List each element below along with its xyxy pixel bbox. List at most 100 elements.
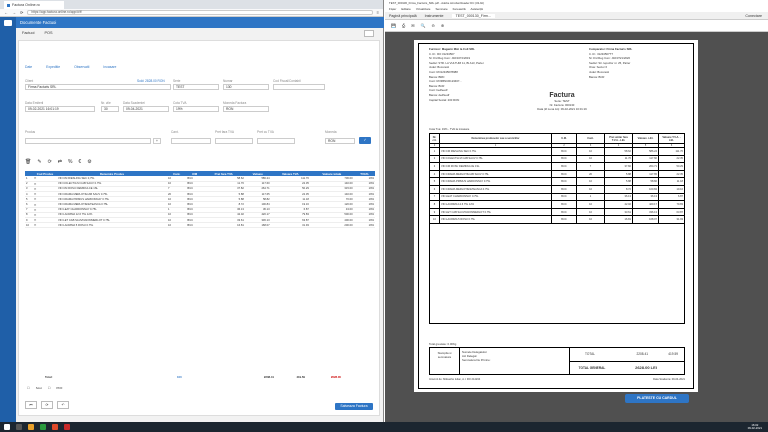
table-cell: 19% [353, 181, 375, 187]
logo-icon[interactable] [4, 20, 12, 26]
swap-icon[interactable]: ⇄ [57, 159, 62, 165]
euro-icon[interactable]: € [78, 159, 82, 165]
search-taskbar-icon[interactable] [16, 424, 22, 430]
serie-select[interactable]: TEST [173, 84, 219, 90]
address-field[interactable]: https://app.factura.online.ro/app/#/ff [27, 10, 373, 15]
invoice-cell: 5.88 [604, 177, 633, 186]
invoice-cell: 10 [576, 177, 605, 186]
row-checkbox[interactable]: ☐ [34, 177, 37, 181]
refresh-icon[interactable]: ⟳ [47, 159, 52, 165]
table-row[interactable]: 4 ☐ VIN CRAMA MERLOT&CAB SAUV 0.75L 20 BUC 5.… [25, 191, 375, 198]
produs-field[interactable] [25, 138, 151, 144]
whatsapp-icon[interactable] [40, 424, 46, 430]
undo-button[interactable]: ↶ [57, 401, 69, 409]
search-icon[interactable]: 🔍 [420, 23, 426, 28]
firefox-icon[interactable] [52, 424, 58, 430]
reload-icon[interactable]: ⟳ [20, 10, 24, 15]
data-field[interactable]: 09-02-2021 16:01:19 [25, 106, 95, 112]
forward-icon[interactable]: → [12, 10, 16, 15]
percent-icon[interactable]: % [67, 159, 73, 165]
scadenta-field[interactable]: 09-04-2021 [123, 106, 169, 112]
cod-field[interactable] [273, 84, 325, 90]
row-checkbox[interactable]: ☐ [34, 193, 37, 197]
check-button[interactable]: ✓ [359, 137, 371, 144]
table-cell: BUC [186, 186, 203, 193]
row-checkbox[interactable]: ☐ [34, 182, 37, 186]
row-checkbox[interactable]: ☐ [34, 208, 37, 212]
tab-document[interactable]: TEST_000130_Firm... [451, 13, 495, 18]
supplier-line: C.I.F.: RO 31234567 [429, 51, 455, 56]
table-row[interactable]: 8 ☐ VIN LACRIMA 12.6 75L 12% 10 BUC 42.02 420.… [25, 212, 375, 219]
cant-field[interactable] [171, 138, 211, 144]
zile-field[interactable]: 30 [101, 106, 119, 112]
reader-menu-item[interactable]: Asistență [470, 7, 483, 11]
tab-date[interactable]: Date [25, 65, 33, 69]
login-link[interactable]: Conectare [745, 13, 762, 18]
tab-observatii[interactable]: Observatii [74, 65, 90, 69]
table-cell: 5 [25, 196, 33, 203]
moneda-select[interactable]: RON [223, 106, 269, 112]
pret-field[interactable] [215, 138, 253, 144]
table-row[interactable]: 9 ☐ VIN LET CAB SAUVIGNONMERLOT 0.75L 10 BUC… [25, 217, 375, 224]
table-row[interactable]: 2 ☐ VIN COLECTIA M CAB SAUV 0.75L 10 BUC 11.7… [25, 181, 375, 187]
tab-pos[interactable]: POS [44, 31, 53, 35]
vat-rate: Cota Tva: 19% - TVA la incasare [429, 127, 470, 131]
tab-factura[interactable]: Factuoi [22, 31, 35, 35]
table-cell: 117.60 [244, 181, 271, 187]
tva-select[interactable]: 19% [173, 106, 219, 112]
edit-icon[interactable]: ✎ [37, 159, 42, 165]
tab-tools[interactable]: Instrumente [424, 13, 444, 18]
numar-field[interactable]: 130 [223, 84, 269, 90]
refresh-button[interactable]: ⟳ [41, 401, 53, 409]
tab-expeditie[interactable]: Expeditie [46, 65, 61, 69]
print-icon[interactable]: ⎙ [401, 23, 406, 28]
back-icon[interactable]: ← [4, 10, 8, 15]
table-row[interactable]: 10 ☐ VIN LACRIMA 5 ROSU 0.75L 10 BUC 16.81 168… [25, 222, 375, 229]
acrobat-icon[interactable] [64, 424, 70, 430]
options-icon[interactable] [364, 30, 374, 37]
add-icon[interactable]: + [153, 138, 161, 144]
moneda2-select[interactable]: RON [325, 138, 355, 144]
rewind-icon[interactable]: ⏮ [25, 401, 37, 409]
table-row[interactable]: 3 ☐ VIN CM ROSU DEMIDULCE 1SL 7 BUC 37.82 264.… [25, 186, 375, 193]
scut-checkbox[interactable]: ☐ [27, 386, 30, 390]
start-icon[interactable] [4, 424, 10, 430]
table-row[interactable]: 7 ☐ VIN LEAT CHARDONNAY 0.75L 1 BUC 36.13 36.1… [25, 207, 375, 213]
client-select[interactable]: Firma Facturis SRL [25, 84, 171, 90]
browser-tab[interactable]: Factura Online.ro [4, 1, 64, 9]
settings-icon[interactable]: ⚙ [87, 159, 92, 165]
table-cell: 22.35 [270, 181, 310, 187]
pdf-checkbox[interactable]: ☐ [47, 386, 51, 390]
pret-cu-field[interactable] [257, 138, 295, 144]
row-checkbox[interactable]: ☐ [34, 198, 37, 202]
mail-icon[interactable]: ✉ [411, 23, 415, 28]
row-checkbox[interactable]: ☐ [34, 213, 37, 217]
menu-icon[interactable]: ≡ [376, 10, 379, 15]
reader-menu-item[interactable]: Vizualizare [415, 7, 431, 11]
invoice-cell: VIN LEAT CHARDONNAY 0.75L [439, 192, 552, 202]
row-checkbox[interactable]: ☐ [34, 203, 37, 207]
row-checkbox[interactable]: ☐ [34, 224, 37, 228]
table-cell: BUC [186, 212, 203, 219]
delegate-line: Semnatura De Primire: [462, 358, 491, 362]
tab-home[interactable]: Pagină principală [389, 13, 417, 18]
save-button[interactable]: Salveaza Factura [335, 403, 373, 410]
reader-menu-item[interactable]: Editare [401, 7, 411, 11]
save-icon[interactable]: 💾 [391, 23, 396, 28]
row-checkbox[interactable]: ☐ [34, 187, 37, 191]
trash-icon[interactable]: 🗑 [25, 159, 32, 165]
invoice-cell: VIN CRAMA MERLOT&FETEASCA 0.75L [439, 184, 552, 194]
reader-menu-item[interactable]: Fereastră [452, 7, 466, 11]
table-row[interactable]: 6 ☐ VIN CRAMA MERLOT&FETEASCA 0.75L 10 BUC 8.… [25, 201, 375, 208]
reader-menu-item[interactable]: Semnare [435, 7, 448, 11]
table-row[interactable]: 1 ☐ VIN CM RIESLING SEC 0,75L 10 BUC 58.62 586… [25, 176, 375, 182]
reader-menu-item[interactable]: Fișier [389, 7, 397, 11]
zoom-out-icon[interactable]: ⊖ [431, 23, 435, 28]
zoom-in-icon[interactable]: ⊕ [440, 23, 445, 28]
row-checkbox[interactable]: ☐ [34, 219, 37, 223]
tab-incasare[interactable]: Incasare [103, 65, 117, 69]
invoice-cell: VIN CRAMA MERLOT&CAB SAUV 0.75L [439, 169, 552, 179]
pay-card-button[interactable]: PLATESTE CU CARDUL [625, 394, 689, 403]
explorer-icon[interactable] [28, 424, 34, 430]
table-row[interactable]: 5 ☐ VIN CRAMA PRIMUS HARDONNAY 0.75L 10 BUC 5… [25, 196, 375, 203]
